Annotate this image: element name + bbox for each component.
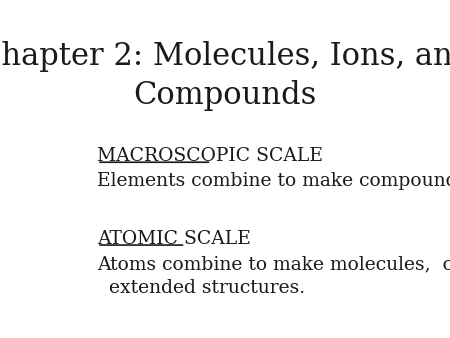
Text: Atoms combine to make molecules,  or
  extended structures.: Atoms combine to make molecules, or exte… [97, 255, 450, 297]
Text: Chapter 2: Molecules, Ions, and
Compounds: Chapter 2: Molecules, Ions, and Compound… [0, 41, 450, 111]
Text: MACROSCOPIC SCALE: MACROSCOPIC SCALE [97, 147, 323, 165]
Text: ATOMIC SCALE: ATOMIC SCALE [97, 230, 251, 248]
Text: Elements combine to make compounds.: Elements combine to make compounds. [97, 172, 450, 190]
